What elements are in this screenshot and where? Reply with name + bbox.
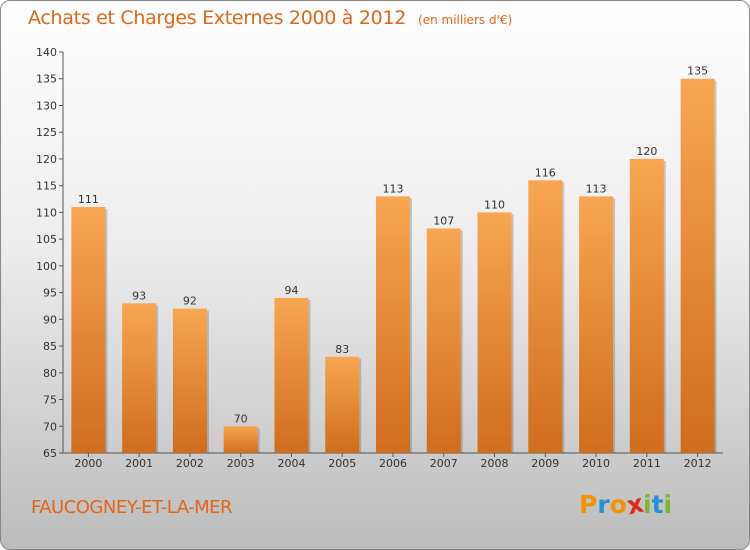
data-label: 94 <box>284 284 298 297</box>
x-tick-label: 2006 <box>379 457 407 470</box>
value-labels: 111 93 92 70 94 83 113 107 110 116 113 120 135 <box>78 65 708 426</box>
y-tick-label: 130 <box>36 99 57 112</box>
y-tick-label: 65 <box>43 447 57 460</box>
bar <box>325 356 360 453</box>
logo-letter: i <box>663 490 673 519</box>
bar <box>376 196 410 454</box>
logo-letter: r <box>597 490 610 519</box>
y-tick-label: 140 <box>36 46 57 59</box>
chart-unit: (en milliers d'€) <box>418 13 513 27</box>
x-tick-label: 2004 <box>277 457 305 470</box>
bar <box>274 297 309 453</box>
y-tick-label: 100 <box>36 260 57 273</box>
x-tick-label: 2002 <box>176 457 204 470</box>
data-label: 92 <box>183 295 197 308</box>
bar <box>629 158 664 453</box>
bar <box>172 308 207 453</box>
chart-title-text: Achats et Charges Externes 2000 à 2012 <box>28 7 407 29</box>
data-label: 110 <box>484 198 505 211</box>
logo-letter: o <box>609 490 627 519</box>
y-tick-label: 75 <box>43 394 57 407</box>
bar <box>680 78 715 453</box>
chart-title: Achats et Charges Externes 2000 à 2012 (e… <box>28 7 512 29</box>
x-tick-label: 2012 <box>684 457 712 470</box>
x-tick-label: 2007 <box>430 457 458 470</box>
x-tick-label: 2003 <box>227 457 255 470</box>
y-tick-label: 135 <box>36 73 57 86</box>
bars <box>71 78 717 454</box>
data-label: 113 <box>383 182 404 195</box>
y-tick-label: 80 <box>43 367 57 380</box>
bar <box>528 180 563 453</box>
logo-letter: t <box>651 490 664 519</box>
data-label: 113 <box>586 182 607 195</box>
data-label: 135 <box>687 65 708 78</box>
data-label: 111 <box>78 193 99 206</box>
bar <box>477 212 512 453</box>
town-name: FAUCOGNEY-ET-LA-MER <box>31 497 233 518</box>
y-tick-label: 110 <box>36 206 57 219</box>
x-tick-label: 2005 <box>328 457 356 470</box>
data-label: 120 <box>636 145 657 158</box>
y-tick-label: 70 <box>43 420 57 433</box>
x-tick-label: 2008 <box>481 457 509 470</box>
bar <box>122 303 157 453</box>
data-label: 83 <box>335 343 349 356</box>
y-tick-label: 95 <box>43 287 57 300</box>
x-tick-label: 2009 <box>531 457 559 470</box>
data-label: 93 <box>132 289 146 302</box>
proxiti-logo: Proxiti <box>579 489 673 521</box>
data-label: 107 <box>433 214 454 227</box>
y-tick-label: 85 <box>43 340 57 353</box>
y-tick-label: 115 <box>36 180 57 193</box>
bar <box>579 196 614 454</box>
y-tick-label: 90 <box>43 313 57 326</box>
bar <box>223 426 258 453</box>
x-tick-label: 2010 <box>582 457 610 470</box>
data-label: 70 <box>234 412 248 425</box>
logo-letter: i <box>643 490 652 519</box>
x-tick-label: 2001 <box>125 457 153 470</box>
bar <box>71 207 106 453</box>
x-tick-label: 2011 <box>633 457 661 470</box>
y-tick-label: 120 <box>36 153 57 166</box>
logo-letter: P <box>579 490 598 519</box>
bar <box>426 228 461 453</box>
y-tick-label: 105 <box>36 233 57 246</box>
data-label: 116 <box>535 166 556 179</box>
y-tick-label: 125 <box>36 126 57 139</box>
x-tick-label: 2000 <box>74 457 102 470</box>
